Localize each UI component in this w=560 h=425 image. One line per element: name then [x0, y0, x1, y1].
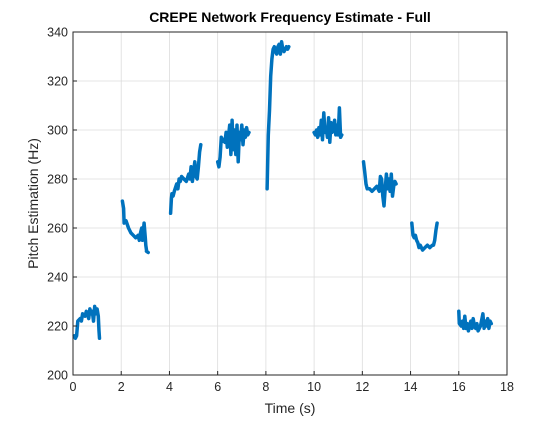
- chart-title: CREPE Network Frequency Estimate - Full: [149, 9, 431, 25]
- x-tick-label: 2: [118, 380, 125, 394]
- x-tick-label: 8: [262, 380, 269, 394]
- pitch-line-segment: [144, 249, 150, 255]
- x-tick-label: 0: [70, 380, 77, 394]
- pitch-line-segment: [72, 304, 102, 341]
- ticks: 0 2 4 6 8 10 12 14 16 18 200 220 240 260 280 300 320 340: [47, 26, 514, 395]
- x-tick-label: 16: [452, 380, 466, 394]
- y-tick-label: 240: [47, 271, 68, 285]
- x-tick-label: 4: [166, 380, 173, 394]
- pitch-line-segment: [215, 118, 251, 169]
- pitch-line-segment: [312, 106, 344, 145]
- x-tick-label: 6: [214, 380, 221, 394]
- y-axis-label: Pitch Estimation (Hz): [25, 138, 41, 269]
- x-tick-label: 18: [500, 380, 514, 394]
- x-axis-label: Time (s): [265, 400, 316, 416]
- y-tick-label: 340: [47, 26, 68, 40]
- pitch-line-segment: [361, 160, 398, 208]
- y-tick-label: 280: [47, 173, 68, 187]
- pitch-line-segment: [410, 221, 439, 252]
- y-tick-label: 200: [47, 369, 68, 383]
- y-tick-label: 220: [47, 320, 68, 334]
- pitch-line-segment: [457, 309, 494, 333]
- pitch-line-segment: [168, 142, 203, 216]
- y-tick-label: 260: [47, 222, 68, 236]
- pitch-line-segment: [120, 199, 149, 252]
- plot-area-background: [73, 32, 507, 375]
- data-lines: [72, 40, 494, 341]
- x-tick-label: 14: [404, 380, 418, 394]
- y-tick-label: 320: [47, 75, 68, 89]
- plot-frame: [72, 31, 508, 376]
- pitch-line-segment: [265, 40, 291, 191]
- y-tick-label: 300: [47, 124, 68, 138]
- x-tick-label: 12: [355, 380, 369, 394]
- x-tick-label: 10: [307, 380, 321, 394]
